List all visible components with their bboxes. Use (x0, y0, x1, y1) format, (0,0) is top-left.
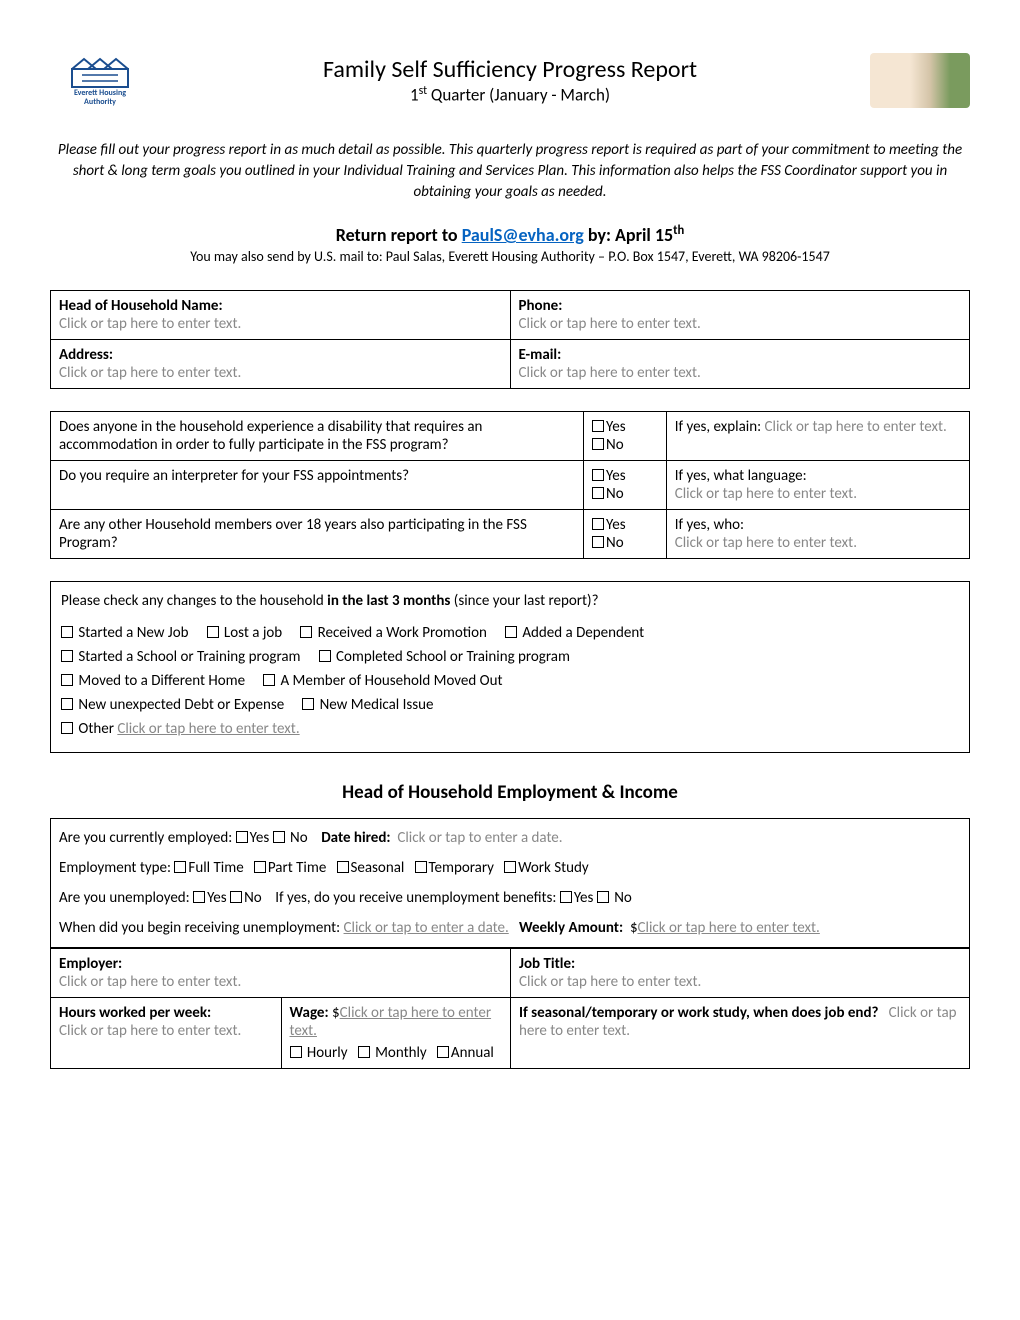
q2-text: Do you require an interpreter for your F… (51, 461, 584, 510)
mail-line: You may also send by U.S. mail to: Paul … (50, 248, 970, 265)
unemployed-line: Are you unemployed: Yes No If yes, do yo… (59, 889, 961, 907)
currently-employed-line: Are you currently employed: Yes No Date … (59, 829, 961, 847)
unemp-date-input[interactable]: Click or tap to enter a date. (344, 919, 509, 937)
q3-text: Are any other Household members over 18 … (51, 510, 584, 559)
employer-label: Employer: (59, 955, 502, 973)
logo: Everett HousingAuthority (50, 50, 150, 110)
q1-explain-input[interactable]: Click or tap here to enter text. (765, 418, 947, 436)
unemp-no-checkbox[interactable] (230, 891, 242, 903)
phone-input[interactable]: Click or tap here to enter text. (519, 315, 962, 333)
benefits-yes-checkbox[interactable] (560, 891, 572, 903)
cb-monthly[interactable] (358, 1046, 370, 1058)
employment-section-title: Head of Household Employment & Income (50, 781, 970, 804)
cb-annual[interactable] (437, 1046, 449, 1058)
job-title-label: Job Title: (519, 955, 961, 973)
employment-box: Are you currently employed: Yes No Date … (50, 818, 970, 1069)
cb-part-time[interactable] (254, 861, 266, 873)
return-email-link[interactable]: PaulS@evha.org (462, 224, 584, 246)
hours-label: Hours worked per week: (59, 1004, 273, 1022)
cb-member-out[interactable] (263, 674, 275, 686)
employer-input[interactable]: Click or tap here to enter text. (59, 973, 502, 991)
q1-no-checkbox[interactable] (592, 438, 604, 450)
plant-hand-image (870, 53, 970, 108)
name-label: Head of Household Name: (59, 297, 502, 315)
cb-debt[interactable] (61, 698, 73, 710)
cb-other[interactable] (61, 722, 73, 734)
intro-text: Please fill out your progress report in … (50, 140, 970, 203)
job-end-label: If seasonal/temporary or work study, whe… (519, 1004, 878, 1022)
cb-moved[interactable] (61, 674, 73, 686)
cb-full-time[interactable] (174, 861, 186, 873)
changes-box: Please check any changes to the househol… (50, 581, 970, 753)
q3-no-checkbox[interactable] (592, 536, 604, 548)
email-label: E-mail: (519, 346, 962, 364)
job-title-input[interactable]: Click or tap here to enter text. (519, 973, 961, 991)
address-input[interactable]: Click or tap here to enter text. (59, 364, 502, 382)
title-block: Family Self Sufficiency Progress Report … (150, 55, 870, 106)
header: Everett HousingAuthority Family Self Suf… (50, 50, 970, 110)
contact-table: Head of Household Name: Click or tap her… (50, 290, 970, 389)
q3-yes-checkbox[interactable] (592, 518, 604, 530)
cb-completed-school[interactable] (319, 650, 331, 662)
logo-line2: Authority (84, 97, 116, 107)
email-input[interactable]: Click or tap here to enter text. (519, 364, 962, 382)
page-title: Family Self Sufficiency Progress Report (150, 55, 870, 84)
emp-yes-checkbox[interactable] (236, 831, 248, 843)
q2-follow: If yes, what language: (675, 467, 961, 485)
page-subtitle: 1st Quarter (January - March) (150, 84, 870, 106)
phone-label: Phone: (519, 297, 962, 315)
cb-hourly[interactable] (290, 1046, 302, 1058)
changes-prompt: Please check any changes to the househol… (61, 592, 959, 610)
cb-seasonal[interactable] (337, 861, 349, 873)
weekly-amount-input[interactable]: Click or tap here to enter text. (638, 919, 820, 937)
cb-work-study[interactable] (504, 861, 516, 873)
q1-yes-checkbox[interactable] (592, 420, 604, 432)
q1-text: Does anyone in the household experience … (51, 412, 584, 461)
cb-started-school[interactable] (61, 650, 73, 662)
benefits-no-checkbox[interactable] (597, 891, 609, 903)
q3-who-input[interactable]: Click or tap here to enter text. (675, 534, 961, 552)
wage-label: Wage: (290, 1004, 329, 1022)
q2-language-input[interactable]: Click or tap here to enter text. (675, 485, 961, 503)
unemp-yes-checkbox[interactable] (193, 891, 205, 903)
address-label: Address: (59, 346, 502, 364)
cb-promotion[interactable] (300, 626, 312, 638)
cb-lost-job[interactable] (207, 626, 219, 638)
emp-no-checkbox[interactable] (273, 831, 285, 843)
q3-follow: If yes, who: (675, 516, 961, 534)
hours-input[interactable]: Click or tap here to enter text. (59, 1022, 273, 1040)
cb-dependent[interactable] (505, 626, 517, 638)
q2-no-checkbox[interactable] (592, 487, 604, 499)
unemployment-begin-line: When did you begin receiving unemploymen… (59, 919, 961, 937)
q1-follow: If yes, explain: (675, 418, 765, 436)
cb-new-job[interactable] (61, 626, 73, 638)
date-hired-input[interactable]: Click or tap to enter a date. (397, 829, 562, 847)
q2-yes-checkbox[interactable] (592, 469, 604, 481)
employment-type-line: Employment type: Full Time Part Time Sea… (59, 859, 961, 877)
cb-temporary[interactable] (415, 861, 427, 873)
other-input[interactable]: Click or tap here to enter text. (117, 720, 299, 738)
cb-medical[interactable] (302, 698, 314, 710)
return-line: Return report to PaulS@evha.org by: Apri… (50, 223, 970, 246)
name-input[interactable]: Click or tap here to enter text. (59, 315, 502, 333)
questions-table: Does anyone in the household experience … (50, 411, 970, 559)
